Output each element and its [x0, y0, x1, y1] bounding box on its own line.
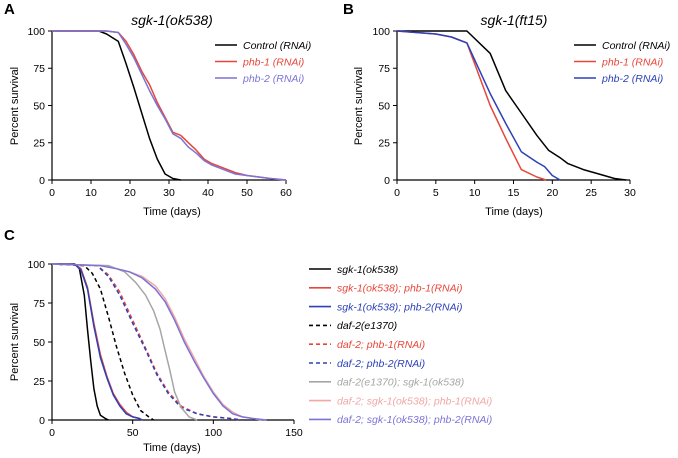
- panel-a-y-tick-label: 100: [27, 26, 45, 38]
- panel-a-x-tick-label: 30: [163, 187, 175, 199]
- panel-c-y-tick-label: 100: [27, 259, 45, 271]
- panel-a-title: sgk-1(ok538): [131, 12, 213, 28]
- panel-b-y-tick-label: 25: [378, 138, 390, 150]
- panel-c-legend-label-6: daf-2; phb-2(RNAi): [337, 358, 425, 370]
- panel-b-y-tick-label: 50: [378, 100, 390, 112]
- panel-c-x-tick-label: 150: [285, 427, 303, 439]
- panel-a-legend-label-3: phb-2 (RNAi): [242, 73, 304, 85]
- panel-b-legend-label-3: phb-2 (RNAi): [601, 73, 663, 85]
- panel-c-series-line-6: [51, 263, 243, 421]
- panel-b-x-tick-label: 30: [624, 187, 636, 199]
- panel-b-x-tick-label: 0: [394, 187, 400, 199]
- panel-letter-b: B: [343, 1, 354, 18]
- panel-a-y-tick-label: 25: [33, 138, 45, 150]
- panel-c-legend-label-4: daf-2(e1370): [337, 320, 397, 332]
- panel-a-ylabel: Percent survival: [9, 67, 21, 145]
- panel-c-x-tick-label: 50: [127, 427, 139, 439]
- panel-b-x-tick-label: 20: [546, 187, 558, 199]
- panel-c-ylabel: Percent survival: [9, 303, 21, 381]
- panel-a-legend-label-2: phb-1 (RNAi): [242, 56, 304, 68]
- panel-a-series-line-2: [52, 30, 287, 181]
- panel-b-x-tick-label: 25: [585, 187, 597, 199]
- panel-a-x-tick-label: 50: [241, 187, 253, 199]
- panel-a-x-tick-label: 60: [280, 187, 292, 199]
- panel-a-legend-label-1: Control (RNAi): [243, 40, 311, 52]
- panel-a-xlabel: Time (days): [143, 206, 201, 218]
- panel-b-series-line-1: [397, 30, 627, 181]
- panel-b-xlabel: Time (days): [485, 206, 543, 218]
- panel-a-series-line-1: [52, 30, 181, 181]
- panel-a-y-tick-label: 75: [33, 63, 45, 75]
- panel-letter-a: A: [4, 1, 15, 18]
- panel-c-x-tick-label: 0: [49, 427, 55, 439]
- panel-b-ylabel: Percent survival: [353, 67, 365, 145]
- panel-c-legend-label-8: daf-2; sgk-1(ok538); phb-1(RNAi): [337, 395, 492, 407]
- panel-b-series-line-3: [396, 30, 561, 181]
- panel-b-x-tick-label: 5: [433, 187, 439, 199]
- panel-a-x-tick-label: 40: [202, 187, 214, 199]
- panel-c-y-tick-label: 0: [39, 415, 45, 427]
- panel-a-x-tick-label: 0: [49, 187, 55, 199]
- panel-c-series-line-3: [52, 263, 143, 421]
- panel-c-y-tick-label: 75: [33, 298, 45, 310]
- panel-b-legend-label-1: Control (RNAi): [602, 40, 670, 52]
- panel-c-series-line-4: [51, 263, 155, 421]
- panel-c-legend-label-2: sgk-1(ok538); phb-1(RNAi): [337, 283, 462, 295]
- panel-c-legend-label-7: daf-2(e1370); sgk-1(ok538): [337, 377, 464, 389]
- panel-b-x-tick-label: 15: [508, 187, 520, 199]
- panel-c-legend-label-3: sgk-1(ok538); phb-2(RNAi): [337, 301, 462, 313]
- panel-a-x-tick-label: 20: [124, 187, 136, 199]
- panel-b-y-tick-label: 75: [378, 63, 390, 75]
- panel-c-xlabel: Time (days): [143, 442, 201, 454]
- panel-b-plot: 0 5 10 15 20 25 30 0 25 50 75 100 Control (RNAi) phb-…: [372, 26, 670, 199]
- panel-b-title: sgk-1(ft15): [481, 12, 548, 28]
- panel-letter-c: C: [4, 227, 15, 244]
- panel-c-series-line-7: [51, 263, 198, 421]
- panel-c-x-tick-label: 100: [205, 427, 223, 439]
- panel-c-series-line-5: [51, 263, 243, 421]
- panel-a-y-tick-label: 50: [33, 100, 45, 112]
- panel-b-x-tick-label: 10: [469, 187, 481, 199]
- panel-b-legend-label-2: phb-1 (RNAi): [601, 56, 663, 68]
- panel-b-y-tick-label: 0: [384, 175, 390, 187]
- panel-c-legend-label-1: sgk-1(ok538): [337, 264, 398, 276]
- panel-a-x-tick-label: 10: [85, 187, 97, 199]
- panel-b-y-tick-label: 100: [372, 26, 390, 38]
- panel-c-legend-label-5: daf-2; phb-1(RNAi): [337, 339, 425, 351]
- panel-a-series-line-3: [52, 30, 287, 181]
- panel-c-y-tick-label: 50: [33, 337, 45, 349]
- panel-c-plot: 0 50 100 150 0 25 50 75 100 sgk-1(ok538) sgk-1(ok5…: [27, 259, 492, 439]
- panel-c-legend-label-9: daf-2; sgk-1(ok538); phb-2(RNAi): [337, 414, 492, 426]
- panel-c-y-tick-label: 25: [33, 376, 45, 388]
- panel-c-series-line-9: [51, 263, 267, 421]
- panel-a-plot: 0 10 20 30 40 50 60 0 25 50 75 100 Control (RNAi) phb…: [27, 26, 311, 199]
- panel-a-y-tick-label: 0: [39, 175, 45, 187]
